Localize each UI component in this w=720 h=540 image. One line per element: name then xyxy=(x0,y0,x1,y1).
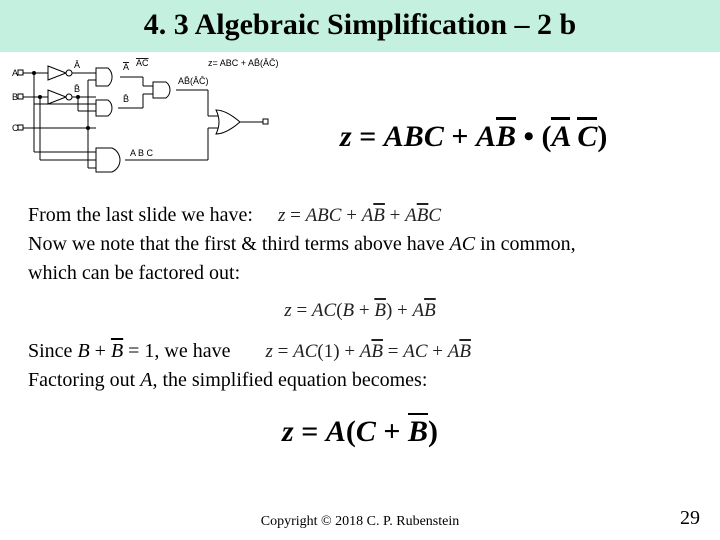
eq2: z = AC(B + B) + AB xyxy=(284,300,435,321)
title-bar: 4. 3 Algebraic Simplification – 2 b xyxy=(0,0,720,52)
main-equation: z = ABC + AB • (A C) xyxy=(340,120,607,154)
slide-title: 4. 3 Algebraic Simplification – 2 b xyxy=(144,8,577,41)
mid-and-label: B̄ xyxy=(123,94,129,104)
eq-bbar: B xyxy=(496,120,516,153)
eq-plus: + xyxy=(444,120,476,153)
result-equation: z = A(C + B) xyxy=(28,412,692,453)
eq-abar: A xyxy=(551,120,569,153)
eq-abc: ABC xyxy=(384,120,444,153)
eq-cbar: C xyxy=(577,120,597,153)
input-b-label: B xyxy=(12,92,18,102)
line-5: Factoring out A, the simplified equation… xyxy=(28,367,692,394)
top-and-label: A xyxy=(123,62,129,72)
line1-text: From the last slide we have: xyxy=(28,204,253,226)
eq1: z = ABC + AB + ABC xyxy=(278,205,441,226)
eq-a2: A xyxy=(476,120,496,153)
copyright-footer: Copyright © 2018 C. P. Rubenstein xyxy=(0,514,720,530)
eq-equals: = xyxy=(352,120,384,153)
line-2: Now we note that the first & third terms… xyxy=(28,231,692,258)
stage2-label: AB̄(ĀC̄) xyxy=(178,76,209,86)
ac-italic: AC xyxy=(450,233,476,255)
eq2-row: z = AC(B + B) + AB xyxy=(28,297,692,324)
not-b-label: B̄ xyxy=(74,84,80,94)
input-a-label: A xyxy=(12,68,18,78)
not-a-label: Ā xyxy=(74,60,80,70)
line-1: From the last slide we have: z = ABC + A… xyxy=(28,202,692,229)
ac-overbar-label: AC xyxy=(136,58,149,68)
eq-rp: ) xyxy=(597,120,607,153)
page-number: 29 xyxy=(680,507,700,530)
circuit-diagram: A B C Ā B̄ xyxy=(8,56,308,176)
body-content: From the last slide we have: z = ABC + A… xyxy=(28,202,692,453)
bottom-and-label: A B C xyxy=(130,148,154,158)
eq-z: z xyxy=(340,120,352,153)
eq-lp: ( xyxy=(541,120,551,153)
output-label: z= ABC + AB̄(ĀC̄) xyxy=(208,58,279,68)
result-bbar: B xyxy=(408,415,428,448)
line-4: Since B + B = 1, we have z = AC(1) + AB … xyxy=(28,338,692,365)
eq-dot: • xyxy=(516,120,542,153)
eq3: z = AC(1) + AB = AC + AB xyxy=(266,341,471,362)
line-3: which can be factored out: xyxy=(28,260,692,287)
bbar-inline: B xyxy=(111,340,123,362)
